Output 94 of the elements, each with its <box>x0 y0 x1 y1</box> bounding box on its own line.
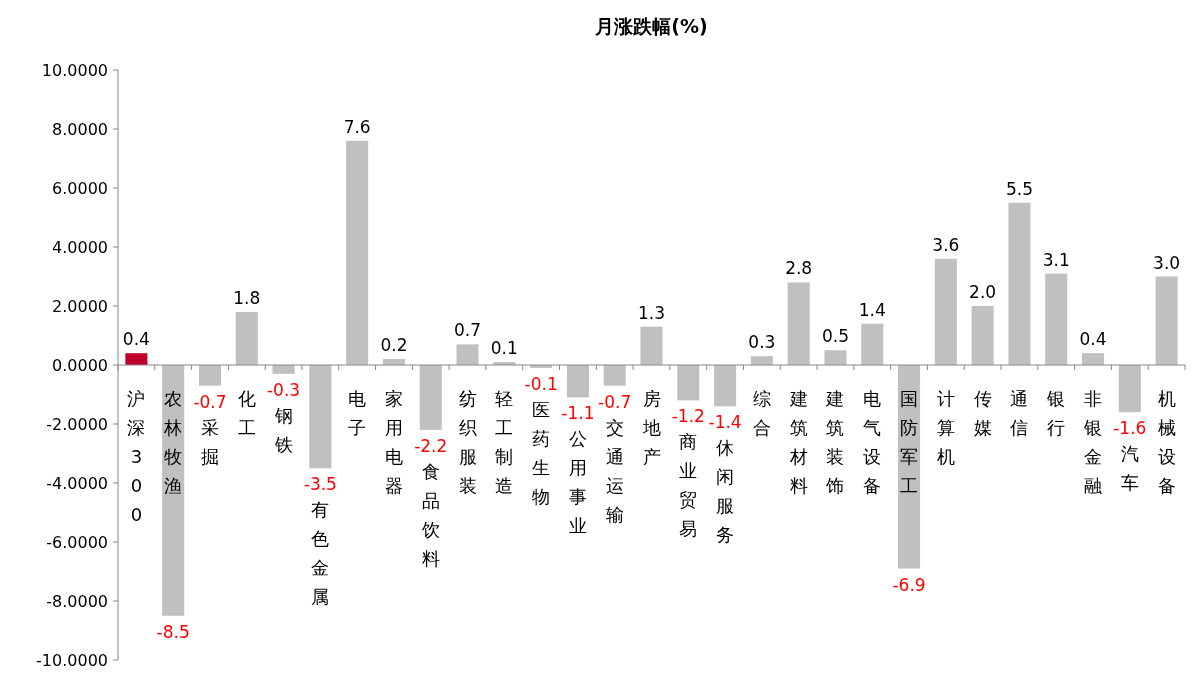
data-label: -8.5 <box>156 621 190 642</box>
x-tick-label: 机械设备 <box>1157 388 1176 496</box>
x-tick-label: 非银金融 <box>1083 388 1103 496</box>
x-tick-label: 采掘 <box>200 416 219 467</box>
bar <box>750 356 773 365</box>
data-label: 0.2 <box>380 335 408 356</box>
bar <box>603 365 626 386</box>
y-tick-label: 0.0000 <box>52 356 108 375</box>
y-tick-label: -6.0000 <box>46 533 108 552</box>
data-label: 0.4 <box>122 329 150 350</box>
x-tick-label: 建筑材料 <box>788 388 808 496</box>
y-tick-label: 6.0000 <box>52 179 108 198</box>
x-tick-label: 食品饮料 <box>420 460 440 569</box>
y-tick-label: -8.0000 <box>46 592 108 611</box>
y-tick-label: -2.0000 <box>46 415 108 434</box>
data-label: 1.3 <box>637 302 666 323</box>
bar <box>1155 276 1178 365</box>
x-tick-label: 纺织服装 <box>458 388 477 496</box>
data-label: -1.4 <box>708 412 742 433</box>
bar <box>787 282 810 365</box>
data-label: 3.1 <box>1042 249 1070 270</box>
bar <box>861 323 884 365</box>
x-tick-label: 电气设备 <box>863 388 882 496</box>
bar <box>824 350 847 365</box>
bar <box>566 365 589 398</box>
x-tick-label: 医药生物 <box>532 398 551 507</box>
x-tick-label: 传媒 <box>973 388 992 438</box>
data-label: -6.9 <box>892 574 926 595</box>
data-label: 2.0 <box>969 282 997 302</box>
x-tick-label: 商业贸易 <box>679 431 698 540</box>
bar <box>934 258 957 365</box>
y-tick-label: -4.0000 <box>46 474 108 493</box>
data-label: -0.1 <box>524 373 558 394</box>
x-tick-label: 化工 <box>237 388 256 438</box>
x-tick-label: 交通运输 <box>605 416 624 525</box>
bar <box>235 311 258 365</box>
data-label: 0.5 <box>821 326 849 347</box>
data-label: -3.5 <box>303 474 337 495</box>
x-tick-label: 房地产 <box>641 388 661 467</box>
bar <box>125 353 148 365</box>
bar <box>971 306 994 365</box>
bar <box>272 365 295 374</box>
data-label: -1.6 <box>1113 418 1147 439</box>
data-label: -1.1 <box>561 403 595 424</box>
x-tick-label: 银行 <box>1046 388 1066 438</box>
data-label: -1.2 <box>671 406 705 427</box>
bar <box>1045 273 1068 365</box>
data-label: 7.6 <box>343 116 371 137</box>
data-label: -0.3 <box>266 379 301 400</box>
y-tick-label: 4.0000 <box>52 238 108 257</box>
x-tick-label: 休闲服务 <box>716 437 735 546</box>
bar <box>714 365 737 407</box>
data-label: 3.6 <box>932 234 960 255</box>
x-tick-label: 农林牧渔 <box>163 388 183 496</box>
x-tick-label: 电子 <box>348 388 367 438</box>
bar <box>1008 202 1031 365</box>
x-tick-label: 轻工制造 <box>495 388 514 496</box>
x-tick-label: 综合 <box>752 388 771 438</box>
data-label: 5.5 <box>1005 178 1033 199</box>
x-tick-label: 通信 <box>1010 388 1029 438</box>
data-label: 1.4 <box>858 299 886 320</box>
bar <box>456 344 479 365</box>
bar <box>198 365 222 386</box>
y-tick-label: 8.0000 <box>52 120 108 139</box>
bar <box>309 365 332 469</box>
y-tick-label: -10.0000 <box>36 651 108 670</box>
x-tick-label: 沪深300 <box>127 388 146 525</box>
x-tick-label: 国防军工 <box>900 388 919 496</box>
data-label: 0.1 <box>490 338 518 359</box>
y-tick-label: 10.0000 <box>41 61 108 80</box>
chart-title: 月涨跌幅(%) <box>594 15 708 37</box>
bar <box>677 365 700 401</box>
data-label: -0.7 <box>193 391 227 412</box>
bar <box>1118 365 1141 413</box>
x-tick-label: 钢铁 <box>273 404 293 455</box>
x-tick-label: 有色金属 <box>311 499 330 608</box>
x-tick-label: 公用事业 <box>568 428 587 537</box>
data-label: 0.3 <box>748 332 776 353</box>
data-label: -2.2 <box>414 435 448 456</box>
bar <box>346 140 369 365</box>
x-tick-label: 建筑装饰 <box>825 388 845 496</box>
bar <box>640 326 663 365</box>
data-label: 2.8 <box>785 258 813 279</box>
bar <box>1081 353 1105 365</box>
x-tick-label: 家用电器 <box>384 388 403 496</box>
data-label: 1.8 <box>233 287 261 308</box>
bar <box>419 365 442 430</box>
x-tick-label: 计算机 <box>936 388 955 467</box>
y-tick-label: 2.0000 <box>52 297 108 316</box>
data-label: -0.7 <box>598 391 632 412</box>
data-label: 0.7 <box>454 320 482 341</box>
data-label: 3.0 <box>1153 252 1181 273</box>
data-label: 0.4 <box>1079 329 1107 350</box>
x-tick-label: 汽车 <box>1120 443 1139 494</box>
